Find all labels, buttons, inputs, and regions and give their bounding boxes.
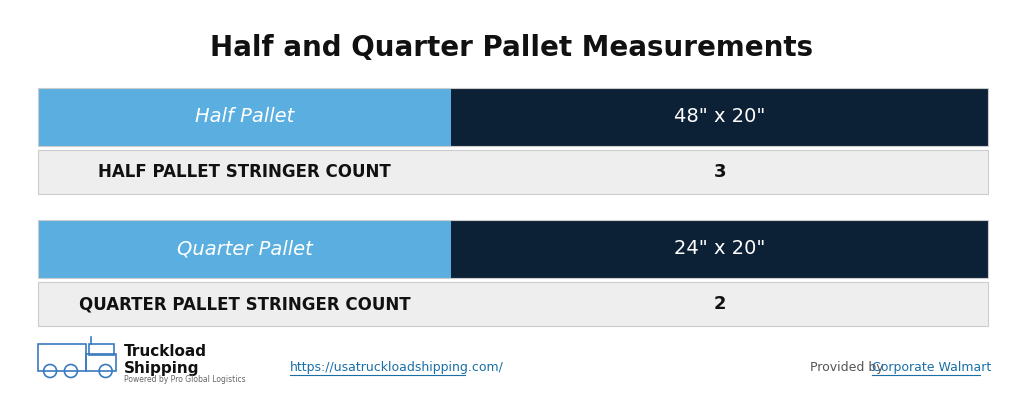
Bar	[38, 344, 86, 371]
Bar	[452, 220, 988, 278]
Bar	[452, 88, 988, 146]
Text: Shipping: Shipping	[124, 362, 200, 377]
Text: HALF PALLET STRINGER COUNT: HALF PALLET STRINGER COUNT	[98, 163, 391, 181]
Text: Half and Quarter Pallet Measurements: Half and Quarter Pallet Measurements	[211, 34, 813, 62]
Text: Provided by: Provided by	[810, 362, 888, 375]
Bar	[38, 150, 988, 194]
Text: QUARTER PALLET STRINGER COUNT: QUARTER PALLET STRINGER COUNT	[79, 295, 411, 313]
Bar	[38, 88, 452, 146]
Text: 48" x 20": 48" x 20"	[674, 108, 765, 126]
Text: Quarter Pallet: Quarter Pallet	[177, 240, 312, 258]
Bar	[452, 150, 988, 194]
Bar	[38, 282, 988, 326]
Text: 2: 2	[714, 295, 726, 313]
Bar	[38, 88, 988, 146]
Bar	[86, 354, 116, 371]
Text: Powered by Pro Global Logistics: Powered by Pro Global Logistics	[124, 375, 246, 384]
Text: Half Pallet: Half Pallet	[195, 108, 294, 126]
Text: 3: 3	[714, 163, 726, 181]
Bar	[38, 282, 452, 326]
Text: https://usatruckloadshipping.com/: https://usatruckloadshipping.com/	[290, 362, 504, 375]
Bar	[452, 282, 988, 326]
Bar	[38, 220, 988, 278]
Text: Truckload: Truckload	[124, 344, 207, 359]
Text: Corporate Walmart: Corporate Walmart	[872, 362, 991, 375]
Bar	[38, 220, 452, 278]
Text: 24" x 20": 24" x 20"	[674, 240, 765, 258]
Bar	[38, 150, 452, 194]
